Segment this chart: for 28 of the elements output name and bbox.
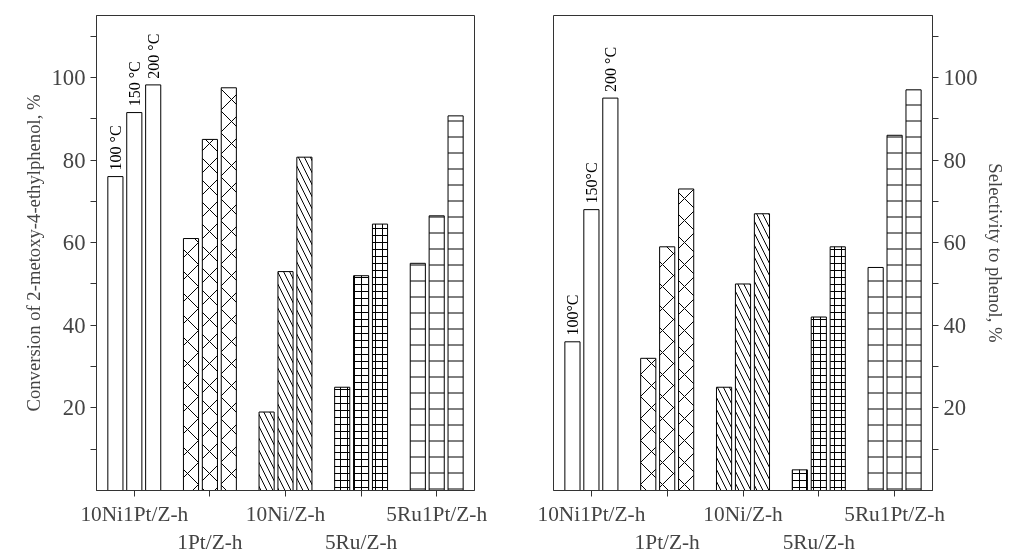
- annotation: 200 °C: [144, 33, 162, 79]
- x-tick-label: 10Ni1Pt/Z-h: [80, 501, 189, 526]
- annotation: 100°C: [563, 294, 581, 336]
- x-tick-label: 1Pt/Z-h: [634, 530, 701, 555]
- y-tick-label: 100: [51, 64, 86, 90]
- y-axis-title: Conversion of 2-metoxy-4-ethylphenol, %: [22, 94, 44, 412]
- x-tick-label: 5Ru/Z-h: [324, 530, 398, 555]
- y-tick-label: 40: [62, 312, 86, 338]
- annotation: 150°C: [582, 162, 600, 204]
- x-tick-label: 5Ru1Pt/Z-h: [386, 501, 488, 526]
- y-tick-label: 20: [62, 395, 86, 421]
- y2-axis-title: Selectivity to phenol, %: [985, 163, 1007, 343]
- y-tick-label: 60: [62, 230, 86, 256]
- annotation: 200 °C: [601, 46, 619, 92]
- x-tick-label: 1Pt/Z-h: [177, 530, 243, 555]
- annotation: 150 °C: [125, 61, 143, 107]
- x-tick-label: 5Ru/Z-h: [782, 530, 856, 555]
- annotation: 100 °C: [106, 125, 124, 171]
- y2-tick-label: 60: [943, 230, 967, 256]
- y-tick-label: 80: [62, 147, 86, 173]
- x-tick-label: 10Ni/Z-h: [703, 501, 784, 526]
- y2-tick-label: 40: [943, 312, 967, 338]
- x-tick-label: 5Ru1Pt/Z-h: [844, 501, 946, 526]
- y2-tick-label: 100: [943, 64, 978, 90]
- x-tick-label: 10Ni1Pt/Z-h: [537, 501, 646, 526]
- x-tick-label: 10Ni/Z-h: [245, 501, 326, 526]
- y2-tick-label: 80: [943, 147, 967, 173]
- y2-tick-label: 20: [943, 395, 967, 421]
